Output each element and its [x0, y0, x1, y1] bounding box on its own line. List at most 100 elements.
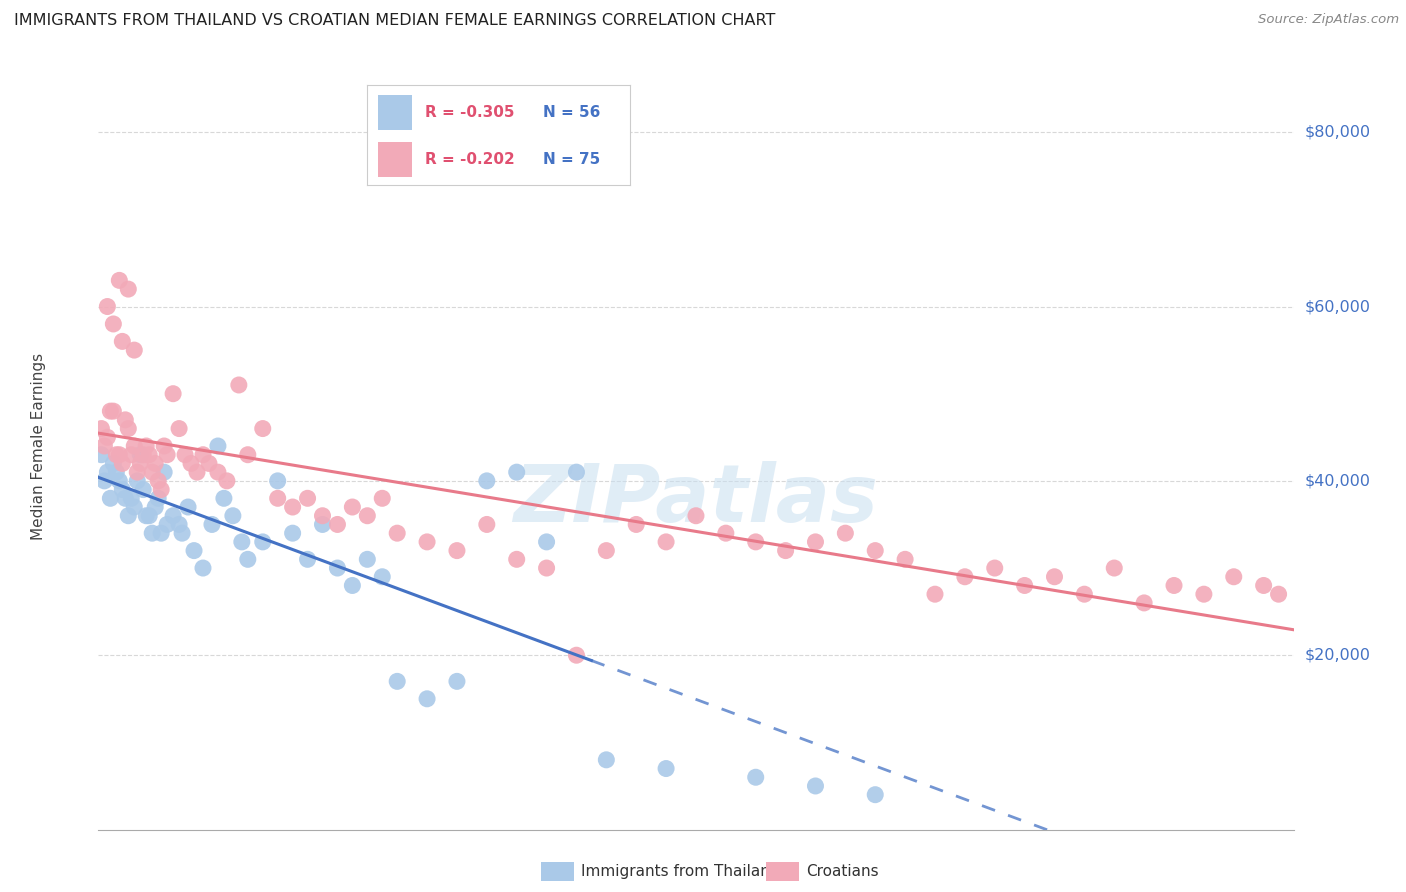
- Point: [252, 535, 274, 549]
- Point: [127, 474, 149, 488]
- Point: [141, 465, 163, 479]
- Point: [311, 517, 333, 532]
- Point: [167, 421, 190, 435]
- Point: [127, 465, 149, 479]
- Point: [446, 543, 468, 558]
- Point: [1223, 570, 1246, 584]
- Point: [93, 439, 115, 453]
- Point: [124, 343, 146, 358]
- Point: [129, 448, 152, 462]
- Point: [231, 535, 253, 549]
- Point: [150, 526, 173, 541]
- Point: [212, 491, 235, 506]
- Point: [90, 448, 112, 462]
- Point: [281, 526, 304, 541]
- Point: [105, 448, 128, 462]
- Point: [201, 517, 224, 532]
- Point: [655, 535, 678, 549]
- Point: [103, 317, 125, 331]
- Point: [924, 587, 946, 601]
- Point: [148, 474, 170, 488]
- Point: [371, 491, 394, 506]
- Point: [132, 448, 155, 462]
- Point: [536, 535, 558, 549]
- Point: [105, 465, 128, 479]
- Point: [1267, 587, 1289, 601]
- Point: [565, 465, 588, 479]
- Point: [865, 788, 887, 802]
- Point: [138, 508, 160, 523]
- Point: [311, 508, 333, 523]
- Point: [894, 552, 917, 566]
- Point: [167, 517, 190, 532]
- Text: IMMIGRANTS FROM THAILAND VS CROATIAN MEDIAN FEMALE EARNINGS CORRELATION CHART: IMMIGRANTS FROM THAILAND VS CROATIAN MED…: [14, 13, 776, 29]
- Point: [565, 648, 588, 663]
- Point: [385, 674, 409, 689]
- Point: [1133, 596, 1156, 610]
- Point: [124, 500, 146, 514]
- Point: [117, 282, 139, 296]
- Point: [984, 561, 1007, 575]
- Point: [326, 561, 349, 575]
- Point: [111, 483, 134, 497]
- Point: [297, 491, 319, 506]
- Point: [124, 439, 146, 453]
- Point: [150, 483, 173, 497]
- Point: [1192, 587, 1215, 601]
- Point: [215, 474, 238, 488]
- Point: [222, 508, 245, 523]
- Point: [180, 457, 202, 471]
- Point: [198, 457, 221, 471]
- Point: [685, 508, 707, 523]
- Point: [326, 517, 349, 532]
- Text: Croatians: Croatians: [806, 864, 879, 879]
- Point: [153, 439, 176, 453]
- Point: [153, 465, 176, 479]
- Point: [804, 535, 827, 549]
- Point: [143, 500, 166, 514]
- Point: [172, 526, 194, 541]
- Point: [138, 448, 160, 462]
- Point: [1253, 578, 1275, 592]
- Point: [506, 552, 529, 566]
- Point: [745, 535, 768, 549]
- Point: [111, 457, 134, 471]
- Point: [626, 517, 648, 532]
- Point: [141, 526, 163, 541]
- Point: [191, 448, 214, 462]
- Point: [129, 457, 152, 471]
- Text: ZIPatlas: ZIPatlas: [513, 460, 879, 539]
- Point: [98, 491, 122, 506]
- Point: [96, 300, 118, 314]
- Text: $80,000: $80,000: [1305, 125, 1371, 140]
- Point: [475, 517, 498, 532]
- Point: [1104, 561, 1126, 575]
- Point: [281, 500, 304, 514]
- Point: [267, 474, 290, 488]
- Point: [1073, 587, 1095, 601]
- Text: $20,000: $20,000: [1305, 648, 1371, 663]
- Point: [120, 448, 142, 462]
- Point: [90, 421, 112, 435]
- Point: [745, 770, 768, 784]
- Point: [775, 543, 797, 558]
- Point: [148, 491, 170, 506]
- Point: [156, 448, 179, 462]
- Point: [416, 535, 439, 549]
- Point: [186, 465, 208, 479]
- Point: [834, 526, 856, 541]
- Point: [595, 543, 617, 558]
- Point: [108, 448, 131, 462]
- Point: [1043, 570, 1066, 584]
- Point: [475, 474, 498, 488]
- Point: [865, 543, 887, 558]
- Point: [108, 474, 131, 488]
- Point: [114, 413, 136, 427]
- Point: [174, 448, 197, 462]
- Point: [371, 570, 394, 584]
- Point: [98, 404, 122, 418]
- Point: [356, 552, 378, 566]
- Point: [93, 474, 115, 488]
- Point: [1163, 578, 1185, 592]
- Point: [342, 578, 364, 592]
